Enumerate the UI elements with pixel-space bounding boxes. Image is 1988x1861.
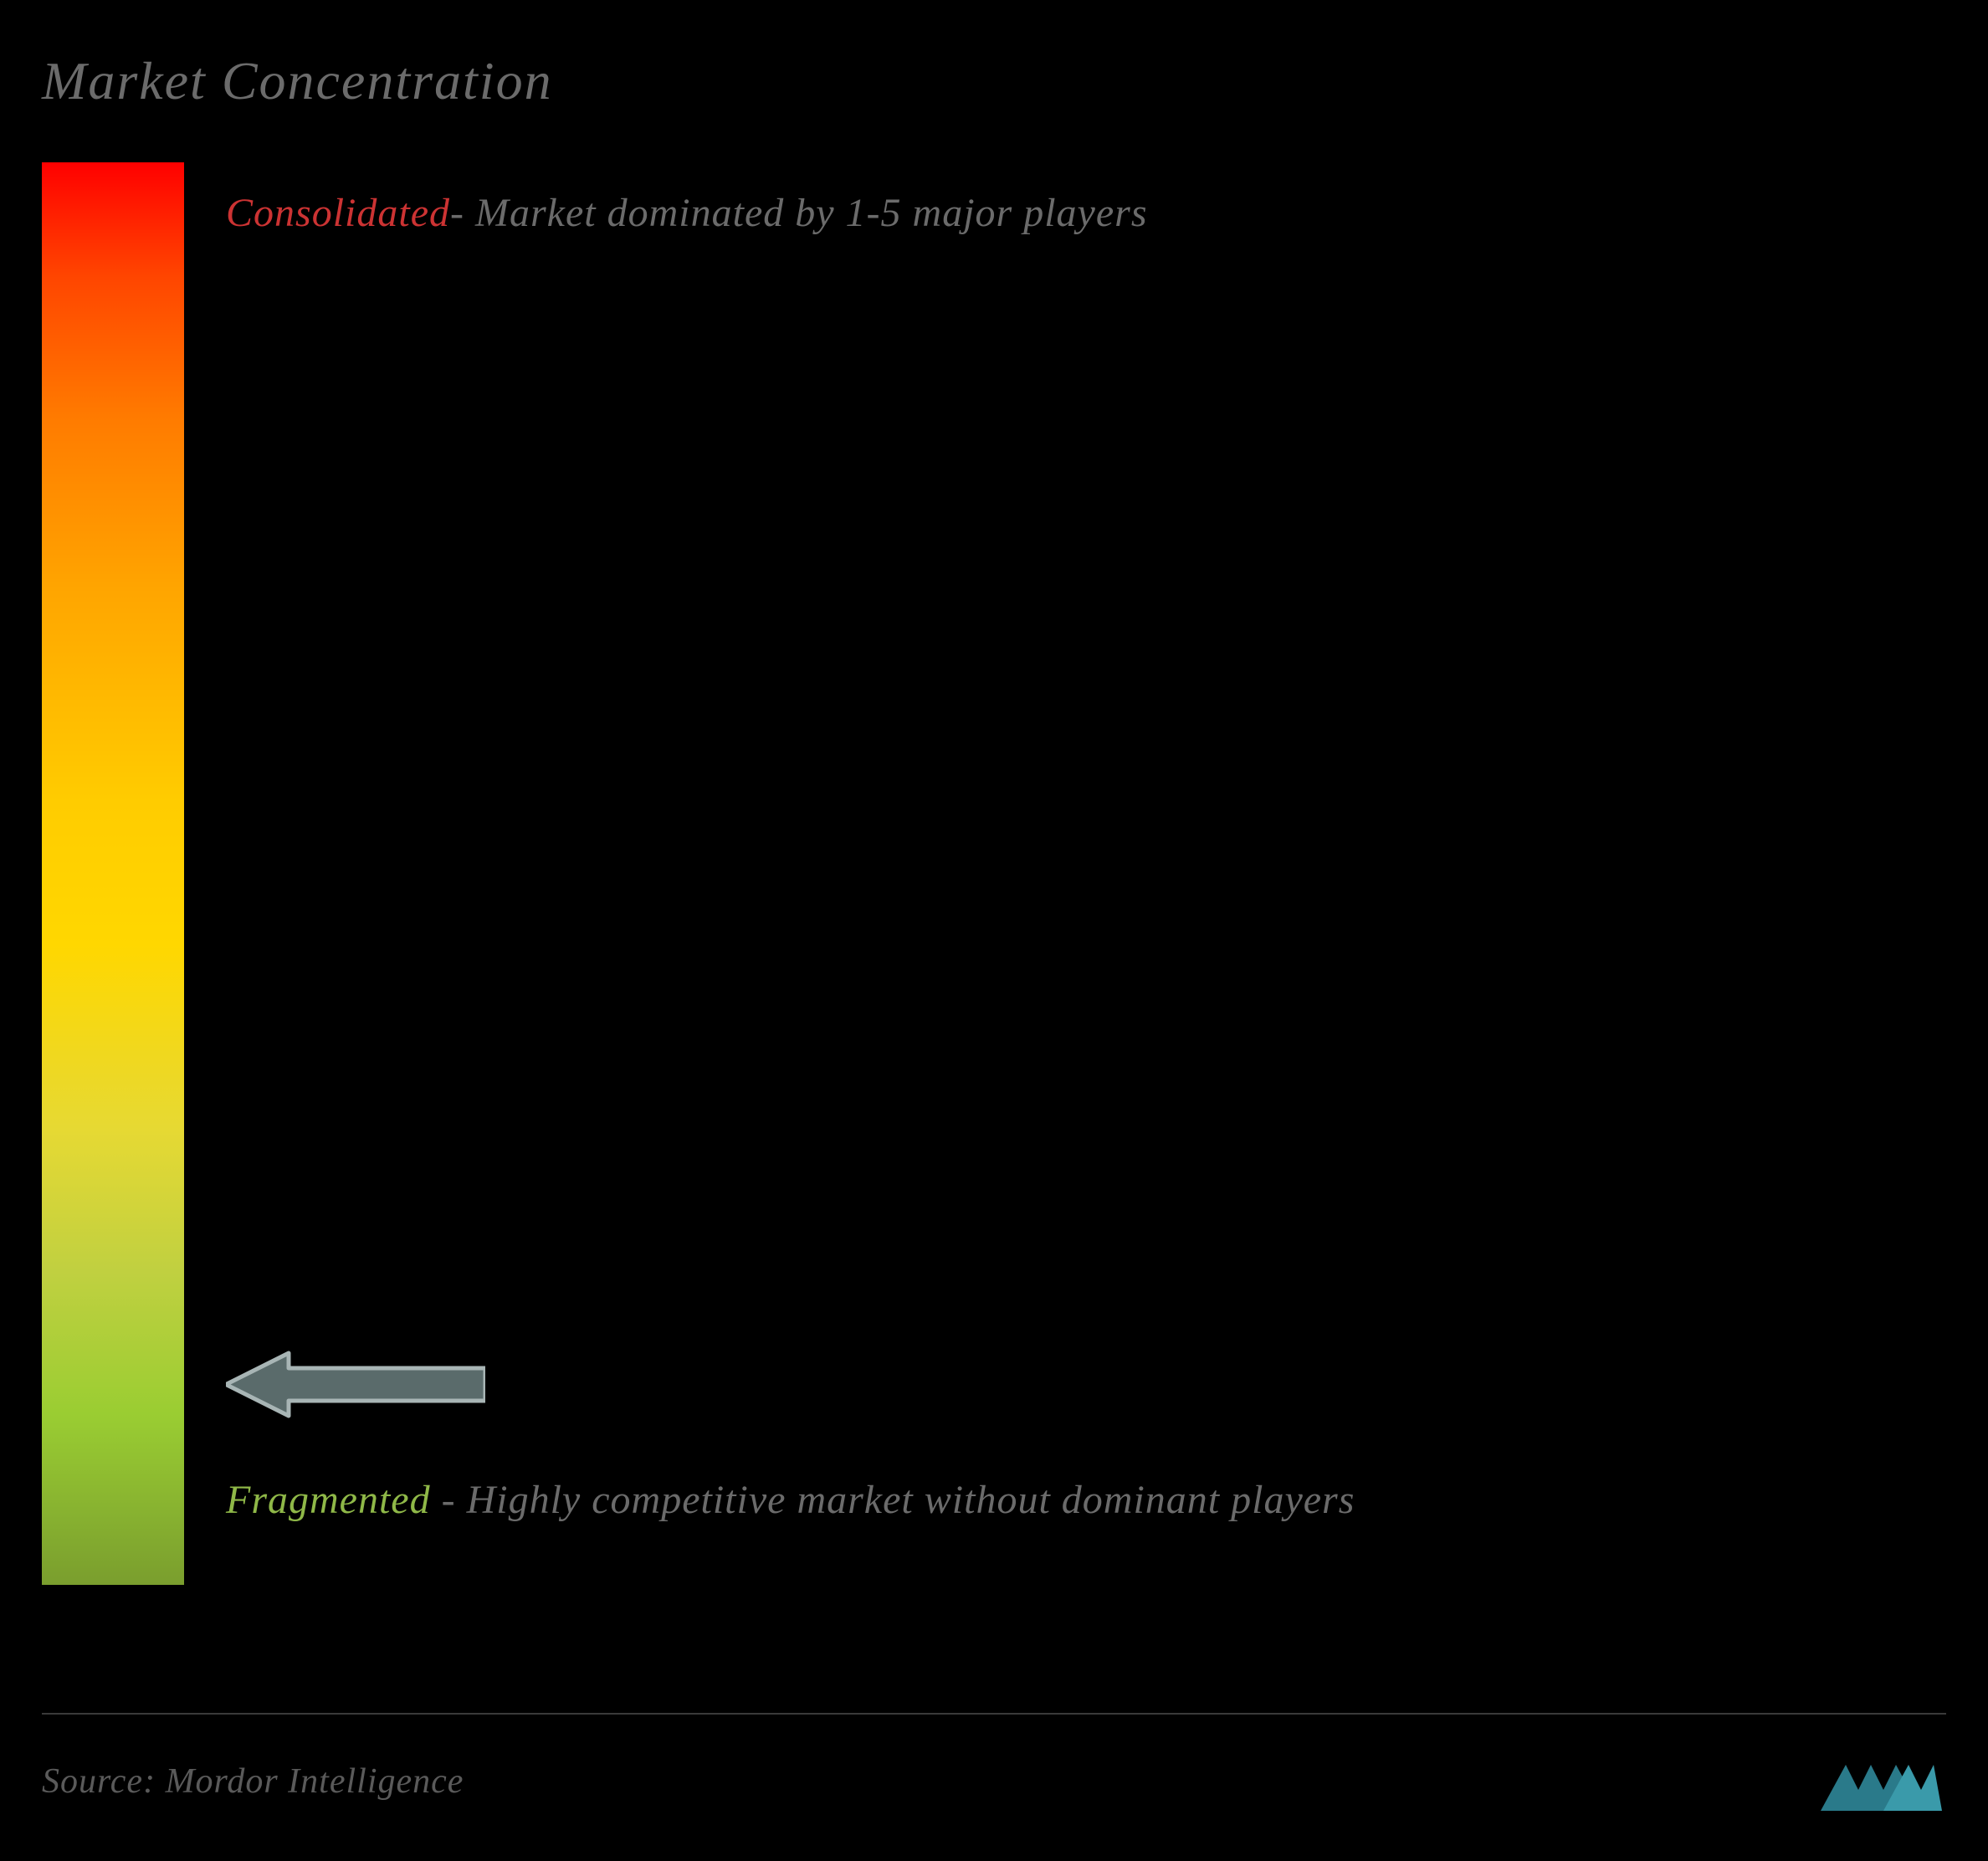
fragmented-label: Fragmented - Highly competitive market w… [226, 1466, 1904, 1535]
indicator-arrow-container [226, 1349, 1904, 1424]
fragmented-highlight: Fragmented [226, 1478, 431, 1522]
source-attribution: Source: Mordor Intelligence [42, 1761, 464, 1802]
infographic-container: Market Concentration Consolidated- Marke… [0, 0, 1988, 1861]
consolidated-label: Consolidated- Market dominated by 1-5 ma… [226, 179, 1904, 248]
consolidated-text: - Market dominated by 1-5 major players [450, 191, 1148, 235]
fragmented-section: Fragmented - Highly competitive market w… [226, 1349, 1904, 1535]
source-label: Source: [42, 1762, 166, 1801]
content-area: Consolidated- Market dominated by 1-5 ma… [42, 162, 1946, 1585]
left-arrow-icon [226, 1349, 485, 1420]
labels-area: Consolidated- Market dominated by 1-5 ma… [184, 162, 1946, 1585]
gradient-scale-bar [42, 162, 184, 1585]
page-title: Market Concentration [42, 50, 1946, 112]
footer: Source: Mordor Intelligence [42, 1713, 1946, 1819]
fragmented-text: - Highly competitive market without domi… [431, 1478, 1355, 1522]
source-name: Mordor Intelligence [166, 1762, 464, 1801]
mordor-logo-icon [1812, 1744, 1946, 1819]
consolidated-highlight: Consolidated [226, 191, 450, 235]
